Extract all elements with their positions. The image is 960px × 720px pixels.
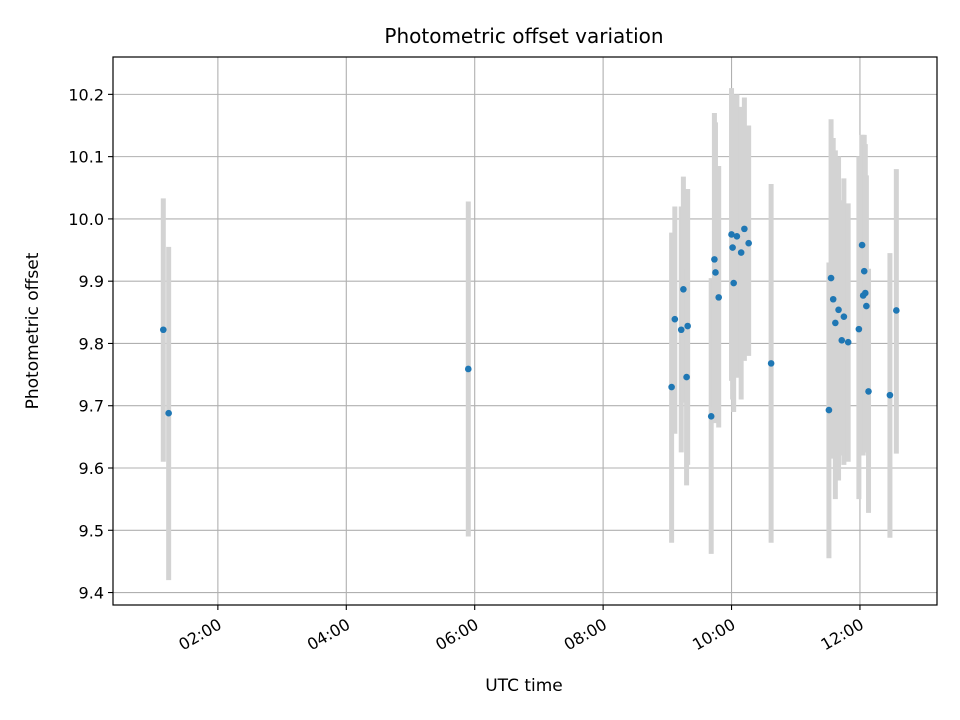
y-tick-label: 9.9 [79,272,104,291]
data-point [862,289,869,297]
data-point [712,269,719,276]
data-point [728,231,735,238]
data-point [825,406,833,414]
data-point [464,365,472,373]
data-point [677,326,685,334]
data-point [668,383,675,391]
data-point [827,274,835,282]
y-tick-label: 9.8 [79,334,104,353]
x-axis-title: UTC time [485,676,563,696]
y-tick-label: 9.4 [79,584,104,603]
x-tick-label: 08:00 [561,615,610,655]
grid [113,57,937,605]
data-point [680,285,687,293]
data-point [671,315,679,323]
data-point [741,225,748,233]
data-point [733,233,741,240]
data-point [840,313,848,320]
data-point [863,302,870,310]
plot-area-frame [112,56,938,606]
data-point [893,307,900,314]
data-point [715,294,722,301]
data-point [165,409,172,417]
y-axis-title: Photometric offset [23,252,43,409]
data-point [711,256,718,263]
data-point [858,241,866,249]
y-tick-label: 10.0 [68,210,104,229]
x-tick-label: 12:00 [818,615,867,655]
y-tick-label: 10.1 [68,148,104,167]
x-tick-label: 06:00 [432,615,481,655]
data-point [707,413,715,420]
data-point [860,267,868,275]
chart-title: Photometric offset variation [384,24,663,48]
data-point [745,239,752,247]
y-tick-label: 10.2 [68,85,104,104]
data-point [855,325,863,333]
data-point [737,249,745,256]
x-axis-ticks: 02:00 04:00 06:00 08:00 10:00 12:00 [175,605,867,654]
x-tick-label: 02:00 [175,615,224,655]
x-tick-label: 04:00 [304,615,353,655]
data-point [729,244,736,251]
data-point [767,360,775,367]
data-point [838,337,846,344]
data-points [159,225,900,420]
data-point [683,373,690,381]
data-point [886,391,894,399]
data-point [832,319,839,327]
data-point [835,306,842,314]
y-tick-label: 9.7 [79,397,104,416]
data-point [684,322,691,330]
data-point [844,338,852,346]
data-point [865,388,872,395]
data-point [829,295,837,303]
error-bars [160,88,899,581]
y-tick-label: 9.6 [79,459,104,478]
y-axis-ticks: 9.4 9.5 9.6 9.7 9.8 9.9 10.0 10.1 10.2 [68,85,113,603]
y-tick-label: 9.5 [79,521,104,540]
data-point [159,326,167,334]
x-tick-label: 10:00 [689,615,738,655]
data-point [730,279,737,287]
